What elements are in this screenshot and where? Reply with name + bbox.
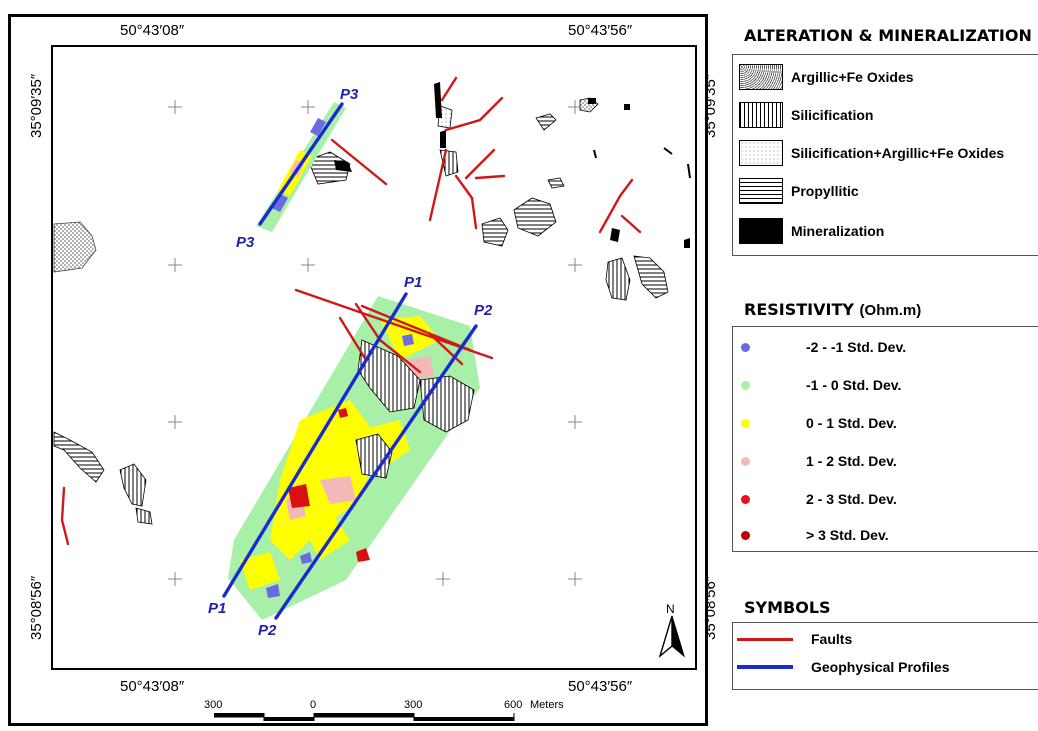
mineralization-spots [334, 82, 690, 248]
small-black-marks [593, 147, 691, 179]
scale-unit: Meters [530, 699, 564, 711]
scale-label-1: 300 [204, 699, 223, 711]
legend-label-silic-argillic: Silicification+Argillic+Fe Oxides [791, 145, 1005, 161]
legend-label-silicification: Silicification [791, 107, 874, 123]
legend-resistivity-title: RESISTIVITY (Ohm.m) [744, 300, 921, 319]
geophysical-profiles [222, 102, 478, 620]
legend-resistivity-heading: RESISTIVITY [744, 300, 854, 319]
north-arrow-icon [658, 615, 685, 659]
res-label-3: 0 - 1 Std. Dev. [806, 415, 897, 431]
swatch-mineralization [739, 218, 783, 244]
faults [60, 76, 642, 546]
legend-item-silicification: Silicification [733, 101, 873, 129]
res-label-6: > 3 Std. Dev. [806, 527, 889, 543]
legend-symbol-faults: Faults [733, 625, 852, 653]
legend-res-item-6: > 3 Std. Dev. [733, 521, 889, 549]
profile-label-p2-top: P2 [474, 302, 493, 319]
legend-res-item-4: 1 - 2 Std. Dev. [733, 447, 897, 475]
profile-p2-line [274, 324, 478, 620]
legend-alteration-title: ALTERATION & MINERALIZATION [744, 26, 1032, 45]
res-dot-4 [741, 456, 750, 466]
res-dot-5 [741, 494, 750, 504]
legend-item-silic-argillic: Silicification+Argillic+Fe Oxides [733, 139, 1004, 167]
res-label-4: 1 - 2 Std. Dev. [806, 453, 897, 469]
legend-symbols-box: Faults Geophysical Profiles [732, 622, 1038, 690]
res-dot-3 [741, 418, 750, 428]
profile-p1-line [222, 292, 408, 598]
res-dot-2 [741, 380, 750, 390]
legend-label-propyllitic: Propyllitic [791, 183, 859, 199]
coord-top-right: 50°43′56″ [568, 22, 633, 39]
coord-left-bottom: 35°08′56″ [28, 575, 45, 640]
res-dot-1 [741, 342, 750, 352]
res-label-1: -2 - -1 Std. Dev. [806, 339, 907, 355]
profile-label-p3-top: P3 [340, 86, 359, 103]
scale-label-2: 0 [310, 699, 317, 711]
coord-top-left: 50°43′08″ [120, 22, 185, 39]
legend-alteration-box: Argillic+Fe Oxides Silicification Silici… [732, 54, 1038, 256]
legend-item-propyllitic: Propyllitic [733, 177, 859, 205]
profile-label-p1-bottom: P1 [208, 600, 227, 617]
legend-item-argillic: Argillic+Fe Oxides [733, 63, 914, 91]
res-label-2: -1 - 0 Std. Dev. [806, 377, 902, 393]
profile-label-p2-bottom: P2 [258, 622, 277, 639]
legend-resistivity-box: -2 - -1 Std. Dev. -1 - 0 Std. Dev. 0 - 1… [732, 326, 1038, 552]
swatch-silic-argillic [739, 140, 783, 166]
scale-label-3: 300 [404, 699, 423, 711]
legend-res-item-2: -1 - 0 Std. Dev. [733, 371, 901, 399]
profile-p3-line [258, 102, 344, 226]
res-dot-6 [741, 530, 750, 540]
coord-right-bottom: 35°08′56″ [702, 575, 719, 640]
argillic-zone [53, 221, 97, 273]
coord-right-top: 35°09′35″ [702, 73, 719, 138]
scale-bar [214, 713, 515, 721]
profile-label-p1-top: P1 [404, 274, 423, 291]
coord-bottom-left: 50°43′08″ [120, 678, 185, 695]
coord-bottom-right: 50°43′56″ [568, 678, 633, 695]
legend-resistivity-unit: (Ohm.m) [859, 302, 922, 319]
fault-line-icon [737, 637, 793, 641]
legend-symbols-title: SYMBOLS [744, 598, 831, 617]
legend-symbol-profiles: Geophysical Profiles [733, 653, 950, 681]
legend-item-mineralization: Mineralization [733, 217, 884, 245]
legend-res-item-1: -2 - -1 Std. Dev. [733, 333, 906, 361]
alteration-outcrops [53, 97, 669, 525]
coord-left-top: 35°09′35″ [28, 73, 45, 138]
swatch-argillic [739, 64, 783, 90]
swatch-propyllitic [739, 178, 783, 204]
legend-res-item-3: 0 - 1 Std. Dev. [733, 409, 897, 437]
sym-label-profiles: Geophysical Profiles [811, 659, 950, 675]
swatch-silicification [739, 102, 783, 128]
legend-res-item-5: 2 - 3 Std. Dev. [733, 485, 897, 513]
north-label: N [666, 602, 675, 616]
legend-label-mineralization: Mineralization [791, 223, 885, 239]
sym-label-faults: Faults [811, 631, 853, 647]
resistivity-survey-block [228, 296, 480, 620]
profile-label-p3-bottom: P3 [236, 234, 255, 251]
res-label-5: 2 - 3 Std. Dev. [806, 491, 897, 507]
profile-line-icon [737, 665, 793, 669]
legend-label-argillic: Argillic+Fe Oxides [791, 69, 914, 85]
scale-label-4: 600 [504, 699, 523, 711]
